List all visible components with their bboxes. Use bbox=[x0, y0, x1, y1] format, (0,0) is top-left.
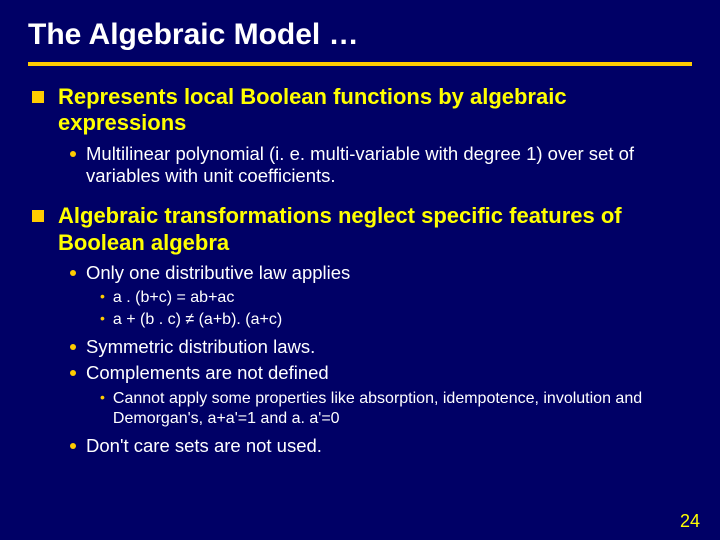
square-bullet-icon bbox=[32, 210, 44, 222]
tiny-dot-icon: • bbox=[100, 288, 105, 308]
bullet-2-sub-3a: • Cannot apply some properties like abso… bbox=[100, 389, 692, 429]
slide: The Algebraic Model … Represents local B… bbox=[0, 0, 720, 540]
bullet-2: Algebraic transformations neglect specif… bbox=[28, 203, 692, 256]
bullet-2-sub-3-text: Complements are not defined bbox=[86, 362, 329, 384]
bullet-2-sub-1: Only one distributive law applies bbox=[70, 262, 692, 284]
bullet-1-sub-1: Multilinear polynomial (i. e. multi-vari… bbox=[70, 143, 692, 187]
dot-bullet-icon bbox=[70, 344, 76, 350]
bullet-2-text: Algebraic transformations neglect specif… bbox=[58, 203, 692, 256]
square-bullet-icon bbox=[32, 91, 44, 103]
bullet-1-text: Represents local Boolean functions by al… bbox=[58, 84, 692, 137]
bullet-2-sub-1b: • a + (b . c) ≠ (a+b). (a+c) bbox=[100, 310, 692, 330]
bullet-1-sub-1-text: Multilinear polynomial (i. e. multi-vari… bbox=[86, 143, 692, 187]
bullet-2-sub-2-text: Symmetric distribution laws. bbox=[86, 336, 315, 358]
dot-bullet-icon bbox=[70, 443, 76, 449]
bullet-2-sub-1-text: Only one distributive law applies bbox=[86, 262, 350, 284]
title-underline bbox=[28, 62, 692, 66]
bullet-2-sub-2: Symmetric distribution laws. bbox=[70, 336, 692, 358]
tiny-dot-icon: • bbox=[100, 310, 105, 330]
bullet-2-sub-3a-text: Cannot apply some properties like absorp… bbox=[113, 389, 692, 429]
page-number: 24 bbox=[680, 511, 700, 532]
bullet-2-sub-3: Complements are not defined bbox=[70, 362, 692, 384]
bullet-2-sub-4: Don't care sets are not used. bbox=[70, 435, 692, 457]
dot-bullet-icon bbox=[70, 151, 76, 157]
dot-bullet-icon bbox=[70, 370, 76, 376]
bullet-1: Represents local Boolean functions by al… bbox=[28, 84, 692, 137]
tiny-dot-icon: • bbox=[100, 389, 105, 429]
bullet-2-sub-1b-text: a + (b . c) ≠ (a+b). (a+c) bbox=[113, 310, 282, 330]
dot-bullet-icon bbox=[70, 270, 76, 276]
slide-title: The Algebraic Model … bbox=[28, 18, 692, 62]
bullet-2-sub-1a-text: a . (b+c) = ab+ac bbox=[113, 288, 234, 308]
bullet-2-sub-4-text: Don't care sets are not used. bbox=[86, 435, 322, 457]
bullet-2-sub-1a: • a . (b+c) = ab+ac bbox=[100, 288, 692, 308]
